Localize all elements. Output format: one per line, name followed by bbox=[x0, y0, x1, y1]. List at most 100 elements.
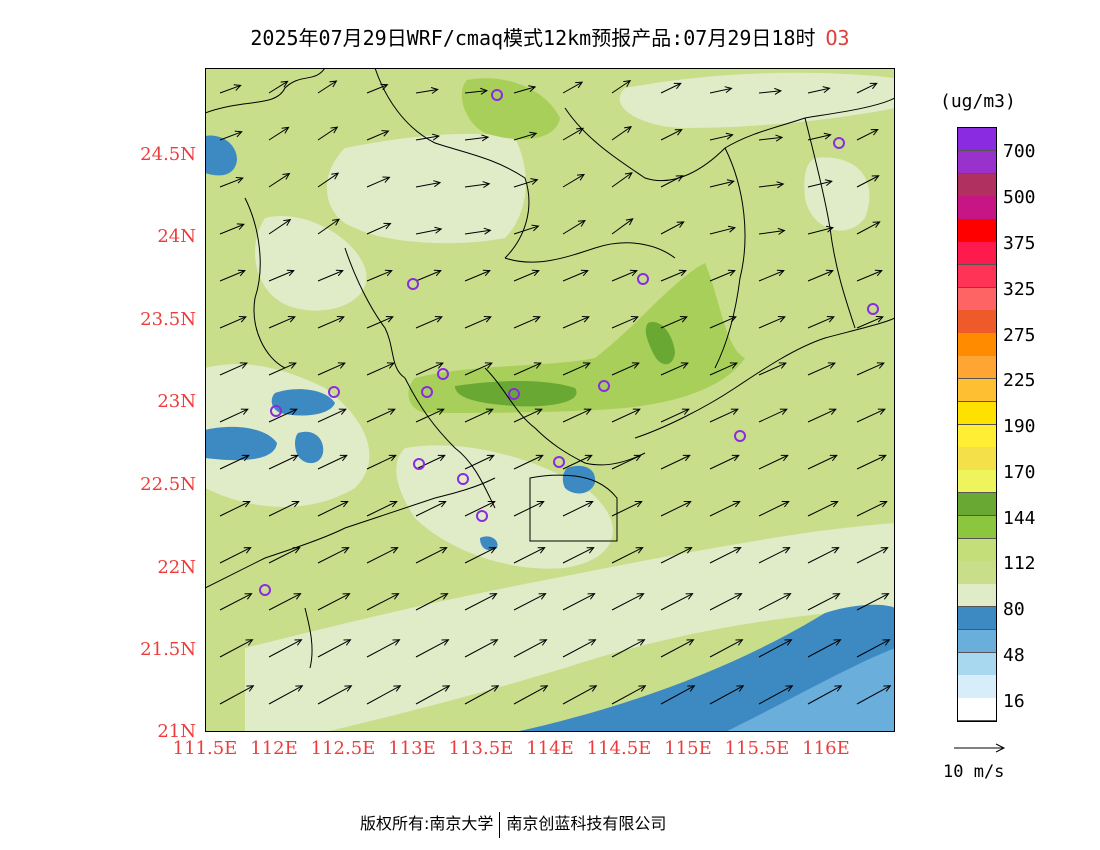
wind-arrowhead bbox=[537, 547, 546, 554]
wind-arrow bbox=[807, 180, 832, 188]
wind-arrow bbox=[317, 408, 347, 423]
legend-swatch bbox=[958, 652, 996, 676]
wind-arrowhead bbox=[488, 547, 497, 554]
wind-arrow bbox=[317, 218, 340, 235]
y-tick-label: 21N bbox=[157, 721, 196, 742]
wind-arrow bbox=[513, 270, 540, 282]
wind-arrow bbox=[366, 316, 394, 329]
wind-arrowhead bbox=[733, 547, 742, 554]
wind-arrow bbox=[562, 454, 592, 470]
low-ozone-region bbox=[562, 465, 596, 494]
wind-arrow bbox=[513, 86, 536, 94]
wind-arrow bbox=[219, 547, 251, 564]
wind-arrowhead bbox=[335, 269, 344, 277]
wind-arrow bbox=[758, 685, 793, 705]
wind-arrow bbox=[660, 593, 693, 611]
wind-arrowhead bbox=[683, 500, 692, 508]
wind-arrow bbox=[611, 639, 645, 658]
wind-arrowhead bbox=[343, 639, 352, 646]
dark-green-region bbox=[455, 381, 577, 407]
wind-arrowhead bbox=[240, 408, 249, 415]
wind-arrowhead bbox=[233, 84, 242, 91]
wind-arrow bbox=[660, 408, 690, 423]
wind-arrow bbox=[807, 316, 835, 329]
wind-arrowhead bbox=[880, 547, 889, 554]
wind-arrowhead bbox=[783, 593, 792, 600]
x-tick-label: 114.5E bbox=[586, 738, 652, 759]
wind-arrow bbox=[611, 218, 634, 235]
wind-arrow bbox=[709, 501, 740, 517]
legend-swatch bbox=[958, 606, 996, 631]
wind-arrowhead bbox=[536, 500, 545, 508]
x-tick-label: 112.5E bbox=[310, 738, 376, 759]
x-tick-label: 111.5E bbox=[172, 738, 238, 759]
mid-green-region bbox=[408, 263, 745, 413]
x-tick-label: 115E bbox=[664, 738, 712, 759]
wind-arrow bbox=[611, 501, 642, 517]
wind-arrowhead bbox=[584, 454, 593, 462]
wind-arrowhead bbox=[438, 500, 447, 508]
wind-arrow bbox=[513, 639, 547, 658]
mid-green-region bbox=[461, 78, 560, 140]
wind-arrowhead bbox=[780, 454, 789, 462]
light-region bbox=[255, 216, 367, 311]
wind-arrow bbox=[807, 454, 837, 470]
wind-arrowhead bbox=[831, 547, 840, 554]
wind-arrowhead bbox=[777, 227, 786, 235]
ozone-map bbox=[205, 68, 895, 732]
wind-arrow bbox=[807, 408, 837, 423]
wind-arrowhead bbox=[434, 226, 443, 234]
wind-arrowhead bbox=[728, 316, 737, 323]
wind-arrow bbox=[415, 501, 446, 517]
color-legend bbox=[957, 127, 997, 722]
legend-label: 16 bbox=[1003, 691, 1025, 712]
wind-arrowhead bbox=[875, 316, 884, 323]
wind-arrow bbox=[709, 87, 732, 94]
wind-arrowhead bbox=[292, 547, 301, 554]
wind-arrow bbox=[219, 593, 252, 611]
legend-label: 375 bbox=[1003, 233, 1036, 254]
legend-label: 144 bbox=[1003, 508, 1036, 529]
wind-arrowhead bbox=[679, 316, 688, 323]
station-marker bbox=[491, 89, 503, 101]
wind-arrowhead bbox=[486, 454, 495, 462]
x-tick-label: 112E bbox=[250, 738, 298, 759]
x-tick-label: 113E bbox=[388, 738, 436, 759]
wind-arrow bbox=[268, 685, 303, 705]
light-region bbox=[804, 157, 870, 231]
wind-arrowhead bbox=[435, 362, 444, 369]
wind-arrow bbox=[268, 547, 300, 564]
wind-arrow bbox=[758, 183, 784, 188]
wind-arrowhead bbox=[583, 408, 592, 415]
wind-arrowhead bbox=[784, 639, 793, 646]
wind-arrow bbox=[611, 593, 644, 611]
wind-arrow bbox=[317, 454, 347, 470]
wind-arrow bbox=[709, 270, 736, 282]
wind-arrowhead bbox=[878, 454, 887, 462]
wind-arrowhead bbox=[389, 500, 398, 508]
wind-arrow bbox=[415, 135, 439, 141]
wind-arrowhead bbox=[727, 269, 736, 277]
station-marker bbox=[259, 584, 271, 596]
wind-arrow bbox=[562, 270, 589, 282]
station-marker bbox=[437, 368, 449, 380]
legend-label: 275 bbox=[1003, 325, 1036, 346]
wind-arrowhead bbox=[433, 269, 442, 277]
wind-arrowhead bbox=[281, 126, 290, 134]
wind-arrow bbox=[268, 593, 301, 611]
wind-arrow bbox=[415, 316, 443, 329]
wind-arrow bbox=[660, 639, 694, 658]
wind-arrow bbox=[758, 90, 781, 94]
wind-arrowhead bbox=[687, 685, 696, 692]
wind-arrowhead bbox=[487, 500, 496, 508]
title-main: 2025年07月29日WRF/cmaq模式12km预报产品:07月29日18时 bbox=[250, 26, 816, 50]
legend-swatch bbox=[958, 470, 996, 494]
wind-arrowhead bbox=[384, 269, 393, 277]
wind-arrow bbox=[317, 126, 338, 141]
wind-arrowhead bbox=[340, 500, 349, 508]
wind-arrow bbox=[415, 182, 441, 188]
wind-arrow bbox=[219, 408, 249, 423]
wind-arrowhead bbox=[686, 639, 695, 646]
wind-arrowhead bbox=[635, 547, 644, 554]
wind-arrow bbox=[513, 454, 543, 470]
